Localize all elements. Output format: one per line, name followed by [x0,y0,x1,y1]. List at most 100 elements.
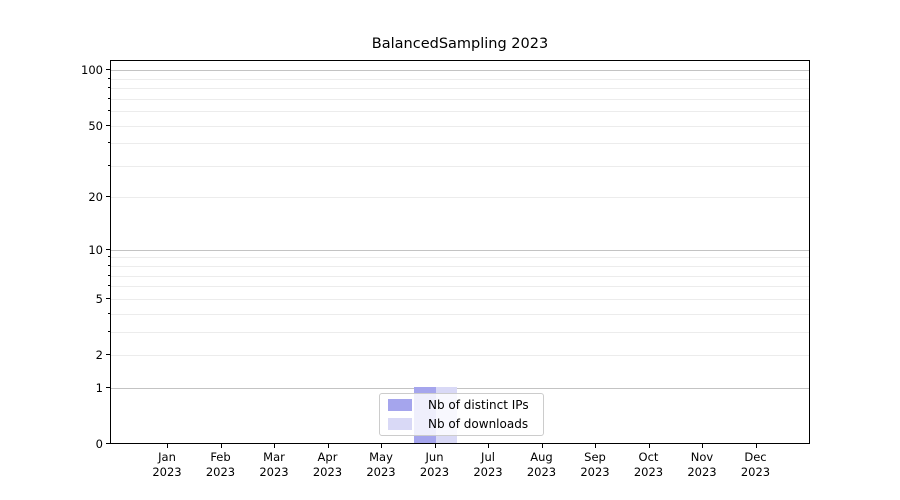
legend-swatch-downloads [388,417,412,430]
x-tick-label-month: Jan [158,450,176,464]
gridline-minor-7 [111,275,809,277]
x-tick-label-month: Nov [690,450,714,464]
x-tick-label-feb: Feb 2023 [191,450,251,480]
y-minor-tick-mark-4 [108,312,110,314]
gridline-minor-20 [111,197,809,199]
y-tick-label-100: 100 [81,63,103,78]
x-tick-label-mar: Mar 2023 [244,450,304,480]
plot-area: Nb of distinct IPs Nb of downloads [110,60,810,444]
x-tick-label-nov: Nov 2023 [672,450,732,480]
gridline-minor-40 [111,143,809,145]
gridline-minor-6 [111,286,809,288]
x-tick-mark-jan [167,444,168,448]
x-tick-mark-dec [755,444,757,448]
x-tick-mark-apr [327,444,329,448]
x-tick-label-oct: Oct 2023 [619,450,679,480]
x-tick-label-year: 2023 [473,465,503,479]
y-minor-tick-mark-80 [108,87,110,89]
y-tick-label-2: 2 [95,348,103,362]
x-tick-label-year: 2023 [633,465,664,479]
x-tick-label-year: 2023 [152,465,182,479]
y-minor-tick-mark-3 [108,330,110,332]
x-tick-mark-may [381,444,382,448]
gridline-minor-30 [111,165,809,167]
y-minor-tick-mark-30 [108,164,110,166]
x-tick-label-month: Oct [638,450,659,464]
x-tick-label-year: 2023 [366,465,396,479]
x-tick-mark-jun [434,444,436,448]
y-minor-tick-mark-8 [108,265,110,267]
gridline-minor-4 [111,313,809,315]
gridline-minor-70 [111,98,809,100]
legend-label-distinct-ips: Nb of distinct IPs [428,398,529,413]
gridline-minor-5 [111,298,809,300]
y-minor-tick-mark-70 [108,97,110,99]
y-tick-mark-50 [106,124,110,126]
legend-item-downloads: Nb of downloads [388,415,537,433]
gridline-major-10 [111,249,809,251]
x-tick-label-month: Sep [584,450,606,464]
x-tick-label-year: 2023 [419,465,450,479]
gridline-minor-3 [111,331,809,333]
gridline-minor-50 [111,125,809,127]
gridline-minor-9 [111,257,809,259]
chart-title: BalancedSampling 2023 [371,36,549,52]
x-tick-mark-feb [220,444,222,448]
x-tick-label-month: Mar [263,450,285,464]
x-tick-label-may: May 2023 [351,450,411,480]
x-tick-mark-nov [702,444,703,448]
x-tick-mark-oct [648,444,650,448]
x-tick-label-year: 2023 [205,465,236,479]
gridline-major-1 [111,387,809,389]
gridline-minor-80 [111,88,809,90]
x-tick-label-month: Aug [530,450,553,464]
x-tick-label-jan: Jan 2023 [137,450,197,480]
x-tick-mark-mar [274,444,275,448]
x-tick-label-month: Feb [210,450,231,464]
x-tick-label-year: 2023 [259,465,289,479]
gridline-major-100 [111,70,809,72]
y-tick-mark-20 [106,196,110,198]
y-minor-tick-mark-40 [108,142,110,144]
y-tick-mark-2 [106,354,110,355]
x-tick-label-year: 2023 [687,465,717,479]
x-tick-label-year: 2023 [580,465,610,479]
legend-item-distinct-ips: Nb of distinct IPs [388,396,537,414]
legend-label-downloads: Nb of downloads [428,416,529,431]
x-tick-label-month: Jul [481,450,495,464]
x-tick-label-month: Dec [744,450,767,464]
y-tick-mark-10 [106,248,110,250]
x-tick-mark-sep [595,444,596,448]
x-tick-label-month: May [369,450,393,464]
y-tick-mark-100 [106,69,110,71]
x-tick-mark-aug [541,444,543,448]
legend-swatch-distinct-ips [388,399,412,412]
gridline-minor-90 [111,78,809,80]
y-tick-label-50: 50 [88,118,103,133]
y-tick-mark-5 [106,297,110,299]
y-minor-tick-mark-60 [108,110,110,111]
x-tick-label-month: Apr [317,450,338,464]
x-tick-label-sep: Sep 2023 [565,450,625,480]
y-tick-label-1: 1 [95,380,103,395]
x-tick-label-jul: Jul 2023 [458,450,518,480]
x-tick-label-dec: Dec 2023 [726,450,786,480]
x-tick-label-year: 2023 [312,465,343,479]
y-tick-label-5: 5 [95,291,103,306]
gridline-minor-8 [111,266,809,268]
legend: Nb of distinct IPs Nb of downloads [379,393,544,436]
y-minor-tick-mark-90 [108,77,110,79]
y-minor-tick-mark-9 [108,256,110,258]
gridline-minor-2 [111,355,809,356]
x-tick-label-jun: Jun 2023 [405,450,465,480]
x-tick-label-apr: Apr 2023 [298,450,358,480]
x-tick-label-year: 2023 [526,465,557,479]
y-tick-label-10: 10 [88,242,103,257]
x-tick-label-month: Jun [425,450,444,464]
y-tick-mark-0 [106,443,110,444]
y-tick-label-0: 0 [95,437,103,451]
y-tick-mark-1 [106,386,110,388]
x-tick-label-year: 2023 [740,465,771,479]
gridline-minor-60 [111,111,809,112]
